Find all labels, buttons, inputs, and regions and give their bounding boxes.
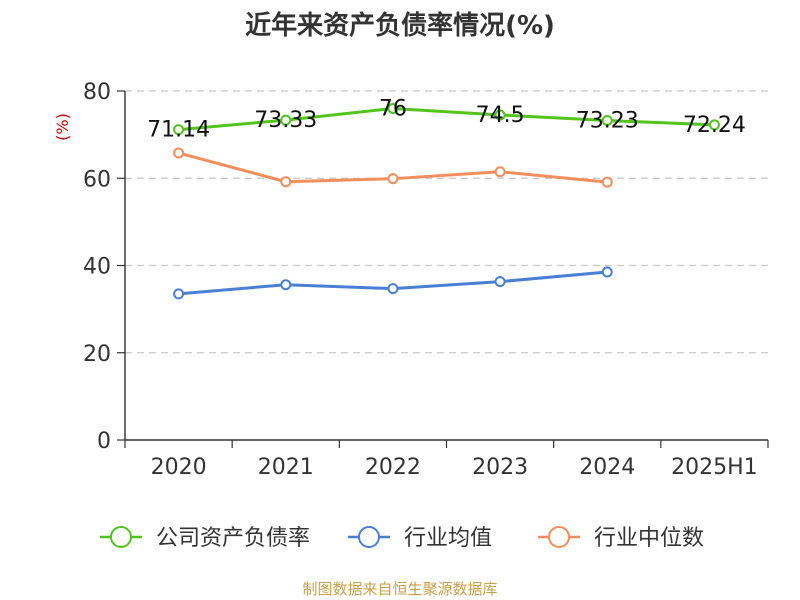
data-point [280, 176, 292, 188]
legend-label: 公司资产负债率 [156, 526, 310, 551]
legend-item-1: 行业均值 [348, 526, 492, 551]
x-tick-label: 2023 [472, 455, 528, 480]
x-tick-label: 2025H1 [671, 455, 758, 480]
data-point [173, 147, 185, 159]
series-0 [173, 102, 720, 136]
axes: 0 20 40 60 80 2020 2021 2022 2023 2024 2025H1 [83, 80, 769, 480]
legend-marker [110, 526, 132, 548]
x-tick-label: 2024 [579, 455, 635, 480]
y-tick-label: 20 [83, 342, 111, 367]
series-layer [173, 102, 720, 300]
data-point [387, 283, 399, 295]
data-label: 76 [379, 96, 407, 121]
data-point [280, 279, 292, 291]
x-tick-label: 2020 [151, 455, 207, 480]
chart-title: 近年来资产负债率情况(%) [245, 10, 555, 41]
data-label: 71.14 [147, 118, 210, 143]
x-tick-label: 2021 [258, 455, 314, 480]
y-tick-label: 40 [83, 255, 111, 280]
data-point [601, 176, 613, 188]
series-1 [173, 266, 613, 300]
data-label: 73.23 [576, 109, 639, 134]
data-label: 74.5 [476, 103, 525, 128]
y-tick-label: 60 [83, 167, 111, 192]
data-point [173, 124, 185, 136]
data-point [601, 266, 613, 278]
data-label: 72.24 [683, 113, 746, 138]
legend-label: 行业中位数 [594, 526, 704, 551]
data-labels: 71.14 73.33 76 74.5 73.23 72.24 [147, 96, 746, 142]
data-point [708, 119, 720, 131]
data-point [601, 115, 613, 127]
x-tick-label: 2022 [365, 455, 421, 480]
data-point [387, 173, 399, 185]
legend-label: 行业均值 [404, 526, 492, 551]
data-point [494, 276, 506, 288]
y-tick-label: 0 [97, 429, 111, 454]
source-note: 制图数据来自恒生聚源数据库 [302, 580, 497, 598]
data-point [173, 288, 185, 300]
data-label: 73.33 [254, 108, 317, 133]
data-point [387, 102, 399, 114]
data-point [494, 166, 506, 178]
y-tick-label: 80 [83, 80, 111, 105]
grid-lines [125, 90, 768, 354]
series-2 [173, 147, 613, 188]
data-point [494, 109, 506, 121]
series-line [178, 106, 715, 132]
legend-item-0: 公司资产负债率 [100, 526, 310, 551]
legend-item-2: 行业中位数 [538, 526, 704, 551]
legend: 公司资产负债率 行业均值 行业中位数 [100, 526, 704, 551]
data-point [280, 114, 292, 126]
legend-marker [358, 526, 380, 548]
legend-marker [548, 526, 570, 548]
y-axis-unit-label: (%) [53, 113, 72, 141]
